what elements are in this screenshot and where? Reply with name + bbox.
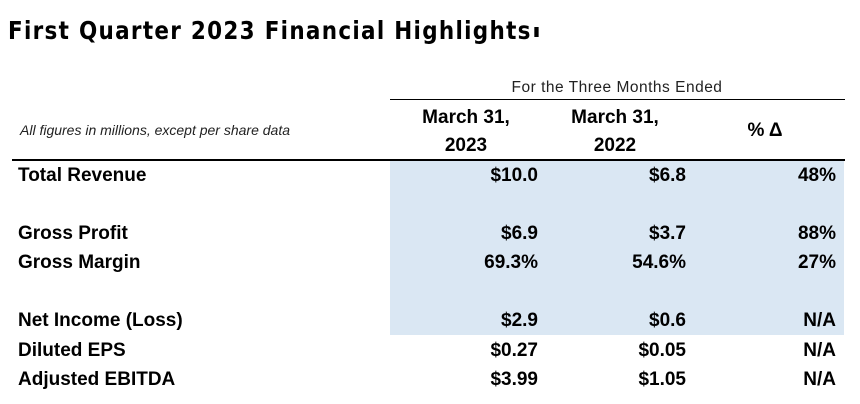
table-row-adjusted-ebitda: Adjusted EBITDA $3.99 $1.05 N/A: [0, 367, 860, 393]
column-header-2023-line1: March 31,: [422, 107, 510, 128]
units-note: All figures in millions, except per shar…: [20, 122, 291, 138]
value-2022: 54.6%: [632, 252, 686, 273]
value-change: N/A: [803, 310, 836, 331]
column-header-change: % Δ: [747, 120, 783, 141]
value-2022: $1.05: [638, 369, 686, 390]
value-change: 48%: [797, 165, 836, 186]
value-change: 88%: [797, 223, 836, 244]
value-2022: $3.7: [649, 223, 686, 244]
row-label: Gross Margin: [18, 252, 141, 273]
page-title: First Quarter 2023 Financial Highlights: [8, 16, 539, 45]
row-label: Net Income (Loss): [18, 310, 183, 331]
value-2023: $3.99: [490, 369, 538, 390]
value-change: 27%: [797, 252, 836, 273]
value-change: N/A: [803, 369, 836, 390]
value-2022: $0.6: [649, 310, 686, 331]
row-label: Adjusted EBITDA: [18, 369, 176, 390]
value-2023: $10.0: [490, 165, 538, 186]
value-2023: $0.27: [490, 340, 538, 361]
value-2022: $0.05: [638, 340, 686, 361]
value-2022: $6.8: [649, 165, 686, 186]
table-row-total-revenue: Total Revenue $10.0 $6.8 48%: [0, 163, 860, 189]
row-label: Diluted EPS: [18, 340, 126, 361]
column-header-2022-line1: March 31,: [571, 107, 659, 128]
table-row-gross-margin: Gross Margin 69.3% 54.6% 27%: [0, 250, 860, 276]
column-header-2022: March 31, 2022: [540, 104, 690, 160]
value-change: N/A: [803, 340, 836, 361]
column-header-2023: March 31, 2023: [391, 104, 541, 160]
value-2023: $2.9: [501, 310, 538, 331]
table-row-diluted-eps: Diluted EPS $0.27 $0.05 N/A: [0, 338, 860, 364]
period-divider: [390, 99, 845, 100]
value-2023: 69.3%: [484, 252, 538, 273]
column-header-2022-line2: 2022: [593, 135, 637, 156]
row-label: Gross Profit: [18, 223, 128, 244]
period-header: For the Three Months Ended: [511, 79, 723, 96]
value-2023: $6.9: [501, 223, 538, 244]
title-text: First Quarter 2023 Financial Highlights: [8, 16, 532, 45]
column-header-2023-line2: 2023: [444, 135, 488, 156]
header-divider: [12, 159, 845, 161]
title-mark: [534, 27, 539, 37]
table-row-gross-profit: Gross Profit $6.9 $3.7 88%: [0, 221, 860, 247]
highlight-region: [390, 161, 844, 335]
row-label: Total Revenue: [18, 165, 147, 186]
table-row-net-income: Net Income (Loss) $2.9 $0.6 N/A: [0, 308, 860, 334]
